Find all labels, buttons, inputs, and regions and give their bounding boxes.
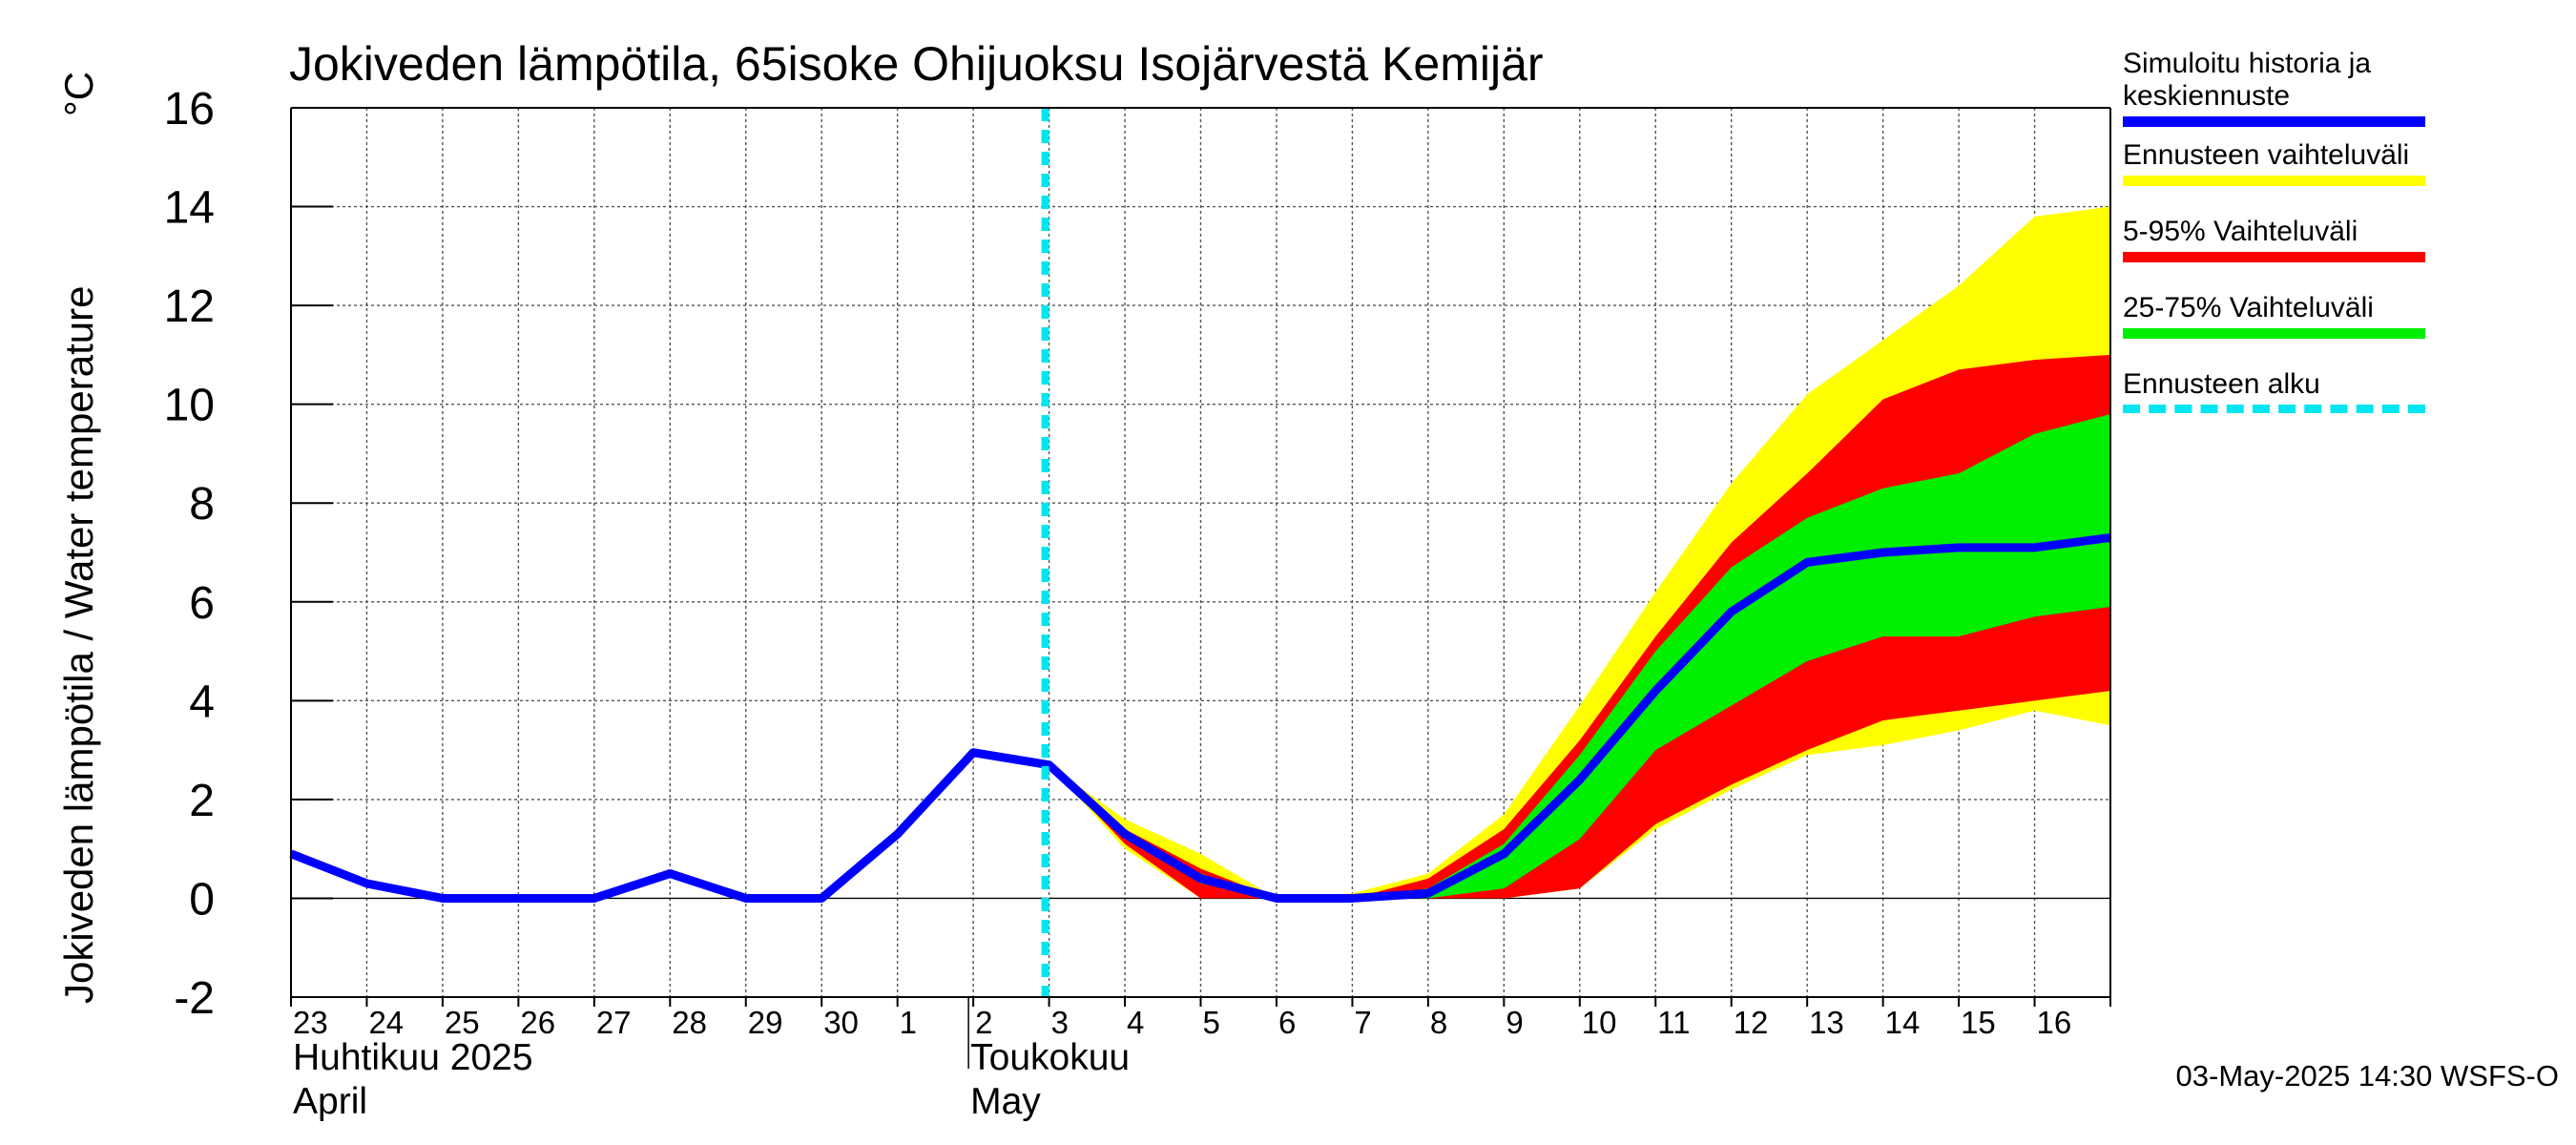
y-tick-label: 8 — [189, 479, 215, 530]
legend-swatch-forecast-start — [2123, 405, 2425, 413]
x-tick-label: 28 — [672, 1005, 707, 1040]
x-tick-label: 29 — [748, 1005, 783, 1040]
x-tick-label: 11 — [1657, 1005, 1690, 1040]
x-tick-label: 14 — [1885, 1005, 1921, 1040]
x-tick-label: 5 — [1203, 1005, 1220, 1040]
month-label-en: April — [293, 1081, 367, 1122]
chart-title: Jokiveden lämpötila, 65isoke Ohijuoksu I… — [289, 37, 1544, 91]
legend-swatch-25-75 — [2123, 328, 2425, 339]
x-tick-label: 13 — [1809, 1005, 1844, 1040]
x-tick-label: 30 — [823, 1005, 859, 1040]
legend-label-simulated: Simuloitu historia ja keskiennuste — [2123, 48, 2372, 112]
legend-item-forecast-range: Ennusteen vaihteluväli — [2123, 139, 2442, 216]
x-tick-label: 24 — [368, 1005, 404, 1040]
band-25-75 — [1049, 414, 2110, 899]
x-tick-label: 1 — [900, 1005, 917, 1040]
x-tick-label: 9 — [1506, 1005, 1523, 1040]
y-tick-label: 12 — [164, 281, 215, 332]
footer-timestamp: 03-May-2025 14:30 WSFS-O — [2175, 1059, 2559, 1093]
y-axis-unit: °C — [56, 72, 101, 116]
y-tick-label: -2 — [174, 973, 215, 1024]
legend-item-forecast-start: Ennusteen alku — [2123, 368, 2442, 426]
legend-item-simulated: Simuloitu historia ja keskiennuste — [2123, 48, 2442, 139]
y-tick-label: 6 — [189, 578, 215, 629]
legend-swatch-simulated — [2123, 116, 2425, 127]
y-tick-label: 16 — [164, 84, 215, 135]
x-tick-label: 15 — [1961, 1005, 1996, 1040]
x-tick-label: 6 — [1278, 1005, 1296, 1040]
legend-label-5-95: 5-95% Vaihteluväli — [2123, 216, 2358, 247]
x-tick-label: 25 — [445, 1005, 480, 1040]
x-tick-label: 26 — [520, 1005, 555, 1040]
legend-label-forecast-range: Ennusteen vaihteluväli — [2123, 139, 2410, 171]
legend-item-25-75: 25-75% Vaihteluväli — [2123, 292, 2442, 368]
month-label-fi: Toukokuu — [970, 1037, 1130, 1078]
x-tick-label: 4 — [1127, 1005, 1144, 1040]
y-axis-label: Jokiveden lämpötila / Water temperature — [56, 286, 101, 1004]
x-tick-label: 2 — [975, 1005, 992, 1040]
legend-label-forecast-start: Ennusteen alku — [2123, 368, 2320, 400]
y-tick-label: 0 — [189, 874, 215, 925]
y-tick-label: 4 — [189, 677, 215, 727]
month-label-fi: Huhtikuu 2025 — [293, 1037, 533, 1078]
x-tick-label: 10 — [1582, 1005, 1617, 1040]
x-tick-label: 16 — [2037, 1005, 2072, 1040]
x-tick-label: 23 — [293, 1005, 328, 1040]
series-line-simulated — [289, 533, 2111, 903]
y-tick-label: 10 — [164, 381, 215, 431]
x-tick-label: 7 — [1354, 1005, 1371, 1040]
y-tick-label: 14 — [164, 183, 215, 234]
month-label-en: May — [970, 1081, 1041, 1122]
x-tick-label: 8 — [1430, 1005, 1447, 1040]
legend-swatch-5-95 — [2123, 252, 2425, 262]
x-tick-label: 3 — [1051, 1005, 1069, 1040]
x-tick-label: 27 — [596, 1005, 632, 1040]
legend: Simuloitu historia ja keskiennuste Ennus… — [2123, 48, 2442, 426]
legend-swatch-forecast-range — [2123, 176, 2425, 186]
x-tick-label: 12 — [1734, 1005, 1769, 1040]
legend-label-25-75: 25-75% Vaihteluväli — [2123, 292, 2374, 323]
y-tick-label: 2 — [189, 776, 215, 826]
legend-item-5-95: 5-95% Vaihteluväli — [2123, 216, 2442, 292]
band-5-95 — [1049, 354, 2110, 899]
